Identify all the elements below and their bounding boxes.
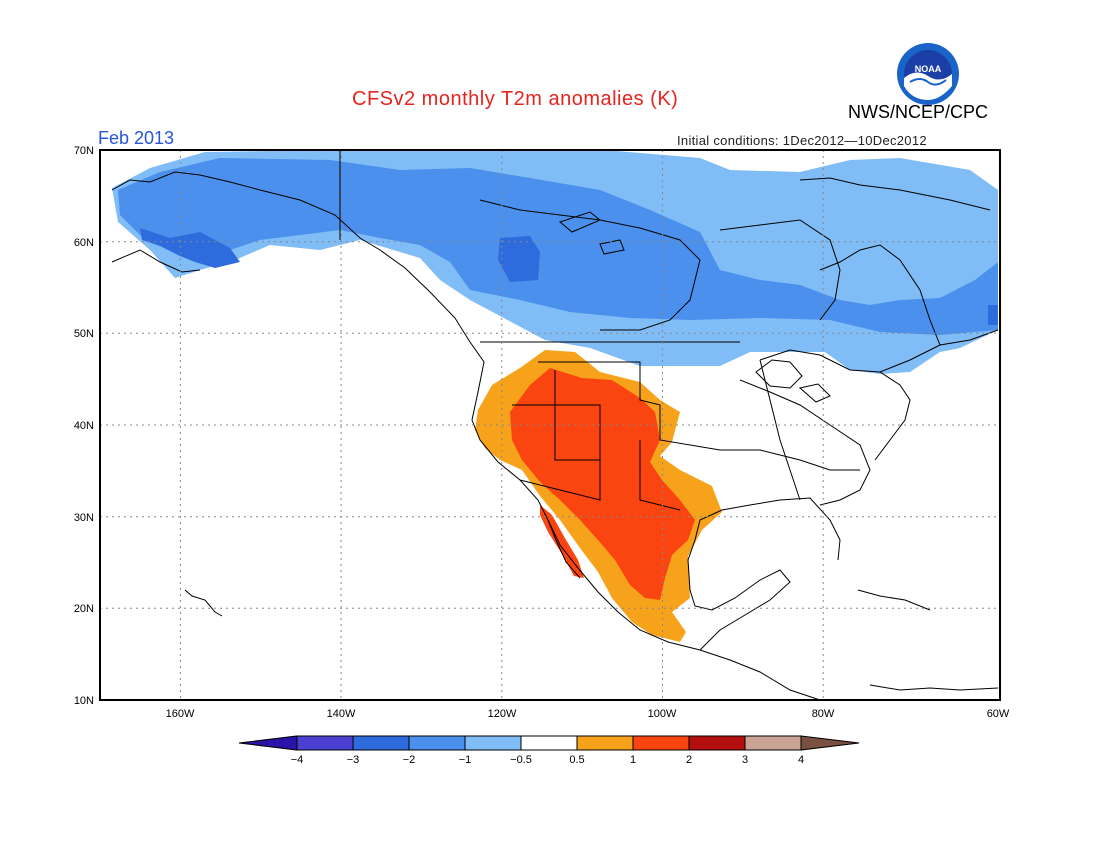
colorbar-swatch xyxy=(632,735,690,751)
lon-label: 80W xyxy=(812,708,835,720)
colorbar-swatch xyxy=(744,735,802,751)
colorbar-swatch xyxy=(408,735,466,751)
lat-label: 20N xyxy=(74,603,94,615)
colorbar-swatch xyxy=(520,735,578,751)
anomaly-dark-blue-region-alaska xyxy=(140,228,240,268)
forecast-period: Feb 2013 xyxy=(98,128,175,148)
colorbar-arrow-right xyxy=(800,735,860,751)
map-plot-area xyxy=(111,150,999,700)
initial-conditions: Initial conditions: 1Dec2012—10Dec2012 xyxy=(677,133,927,148)
anomaly-medium-blue-region xyxy=(118,158,998,335)
colorbar-label: −0.5 xyxy=(510,754,532,766)
graticule xyxy=(100,150,1000,700)
coastlines xyxy=(111,150,999,700)
colorbar-swatch xyxy=(352,735,410,751)
anomaly-dark-blue-region-canada xyxy=(498,236,540,282)
agency-label: NWS/NCEP/CPC xyxy=(848,102,989,122)
anomaly-baja-region xyxy=(540,505,584,578)
lat-label: 40N xyxy=(74,420,94,432)
noaa-logo-icon: NOAA xyxy=(897,43,959,105)
lon-label: 140W xyxy=(327,708,356,720)
anomaly-red-orange-region xyxy=(510,368,695,600)
lat-label: 10N xyxy=(74,695,94,707)
lon-label: 120W xyxy=(488,708,517,720)
colorbar-label: −4 xyxy=(291,754,304,766)
lat-label: 30N xyxy=(74,512,94,524)
colorbar-label: −3 xyxy=(347,754,360,766)
colorbar xyxy=(238,735,860,751)
colorbar-labels: −4 −3 −2 −1 −0.5 0.5 1 2 3 4 xyxy=(291,754,804,766)
chart-title: CFSv2 monthly T2m anomalies (K) xyxy=(352,88,679,110)
lat-label: 70N xyxy=(74,145,94,157)
lat-label: 50N xyxy=(74,328,94,340)
colorbar-label: −2 xyxy=(403,754,416,766)
colorbar-label: 2 xyxy=(686,754,692,766)
colorbar-label: 1 xyxy=(630,754,636,766)
colorbar-arrow-left xyxy=(238,735,298,751)
lat-label: 60N xyxy=(74,237,94,249)
colorbar-swatch xyxy=(688,735,746,751)
lon-label: 100W xyxy=(648,708,677,720)
anomaly-dark-blue-region-east xyxy=(988,305,998,325)
longitude-labels: 160W 140W 120W 100W 80W 60W xyxy=(166,708,1010,720)
colorbar-swatch xyxy=(296,735,354,751)
colorbar-label: 4 xyxy=(798,754,804,766)
great-lakes xyxy=(558,211,831,403)
colorbar-label: 3 xyxy=(742,754,748,766)
colorbar-label: 0.5 xyxy=(569,754,584,766)
latitude-labels: 70N 60N 50N 40N 30N 20N 10N xyxy=(74,145,94,707)
plot-frame xyxy=(99,149,1001,701)
colorbar-swatch xyxy=(464,735,522,751)
lon-label: 60W xyxy=(987,708,1010,720)
logo-text: NOAA xyxy=(915,64,942,74)
colorbar-label: −1 xyxy=(459,754,472,766)
lon-label: 160W xyxy=(166,708,195,720)
colorbar-swatch xyxy=(576,735,634,751)
